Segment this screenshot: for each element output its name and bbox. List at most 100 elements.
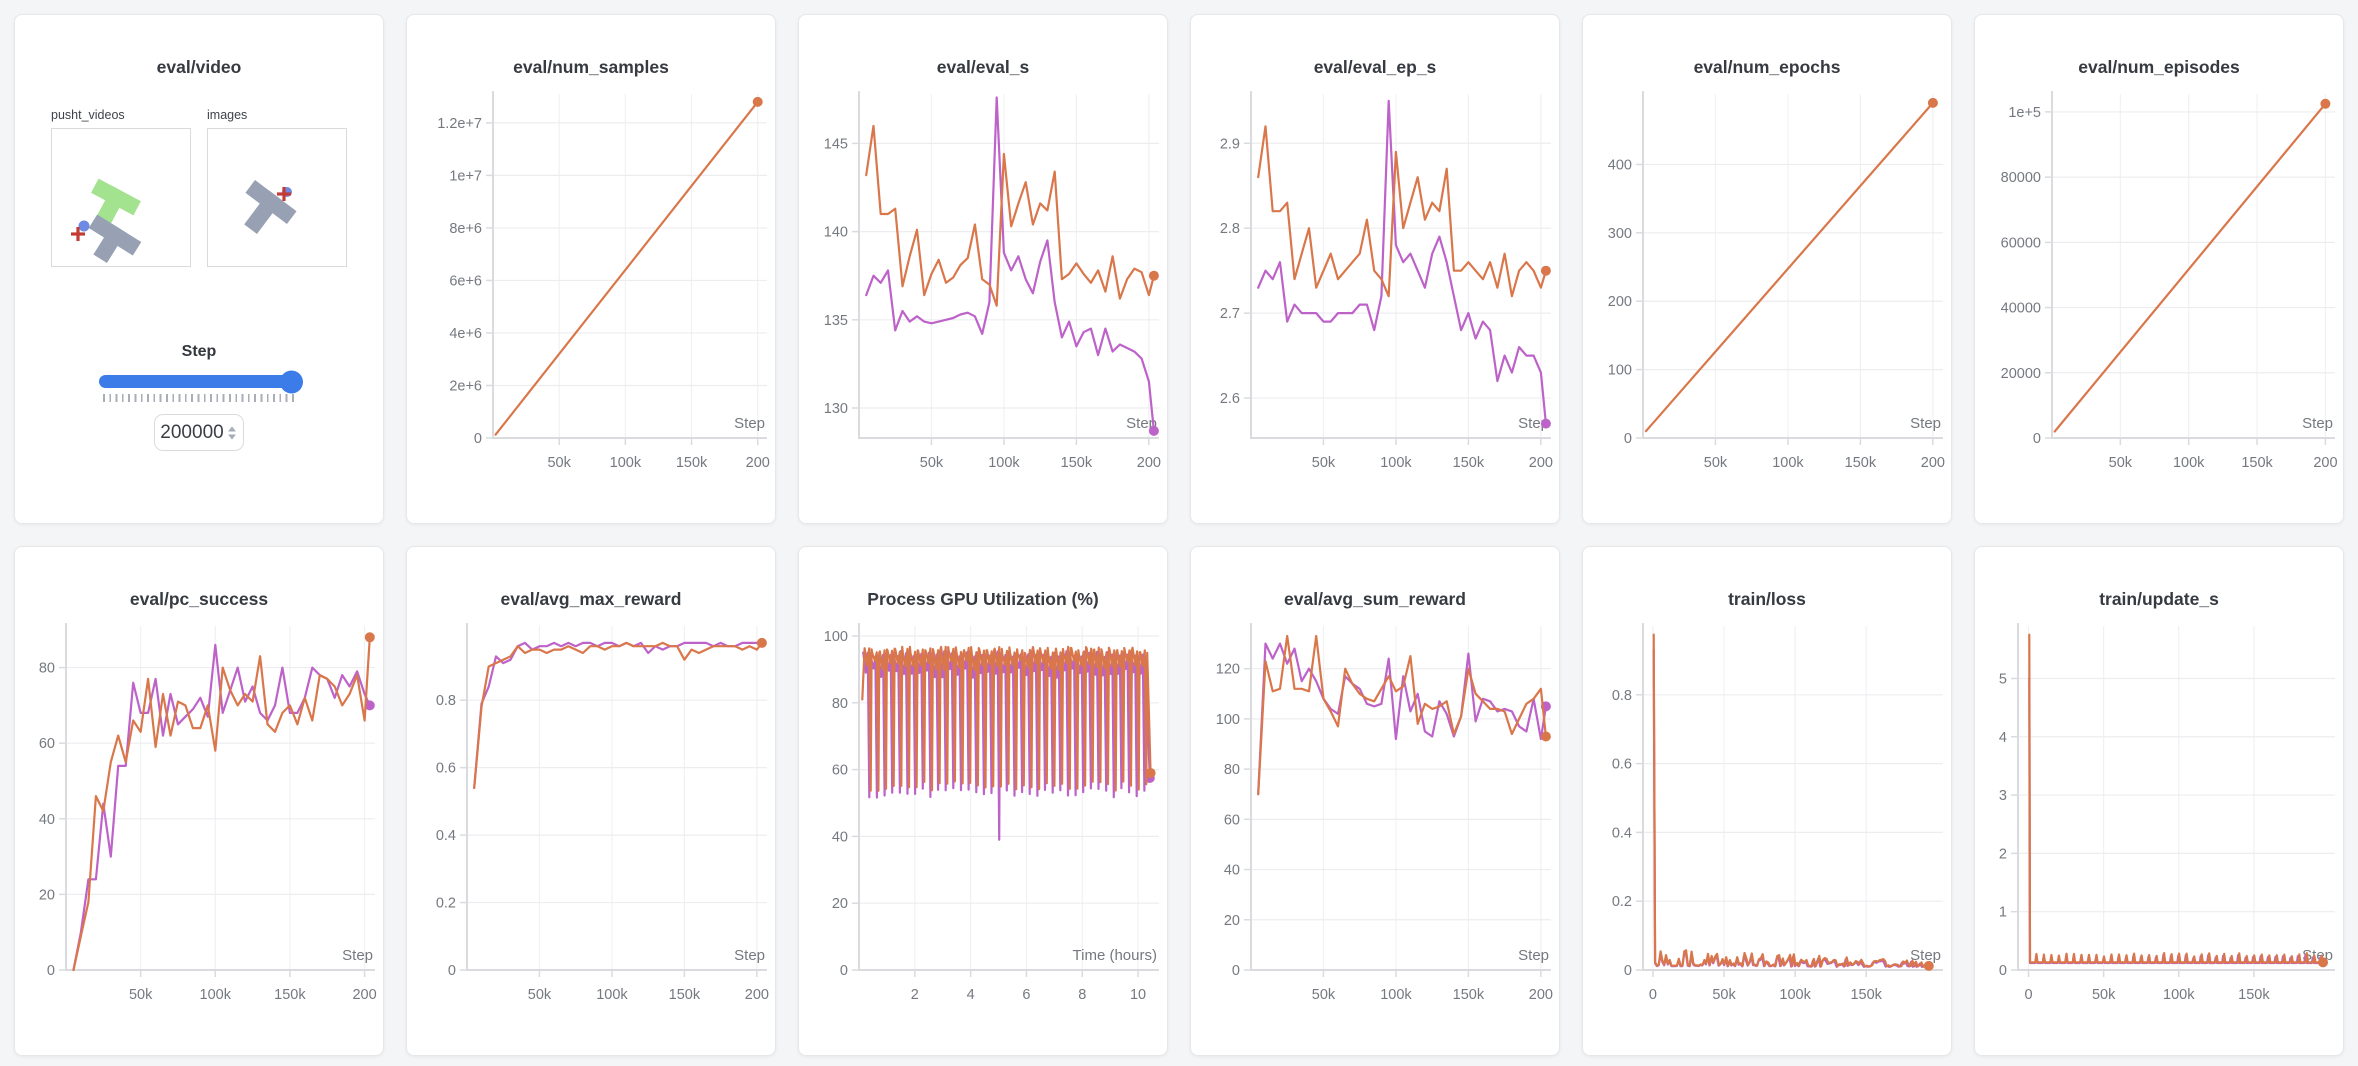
panel-eval-avg-sum-reward: eval/avg_sum_reward 0 20 40 60 80 100 120 50k 10… bbox=[1190, 546, 1560, 1056]
svg-text:4: 4 bbox=[1999, 730, 2007, 746]
spinner-up-icon[interactable] bbox=[228, 426, 236, 431]
svg-text:150k: 150k bbox=[2238, 987, 2270, 1003]
panel-title: train/update_s bbox=[2099, 589, 2219, 609]
svg-text:0.2: 0.2 bbox=[436, 896, 456, 912]
svg-text:100k: 100k bbox=[610, 455, 642, 471]
svg-text:200: 200 bbox=[1608, 294, 1632, 310]
eval-pc-success-chart[interactable]: 0 20 40 60 80 50k 100k 150k 200 Step bbox=[15, 616, 383, 1040]
svg-text:50k: 50k bbox=[2092, 987, 2116, 1003]
panel-title: train/loss bbox=[1728, 589, 1806, 609]
svg-text:1e+7: 1e+7 bbox=[449, 168, 482, 184]
eval-eval-s-chart[interactable]: 130 135 140 145 50k 100k 150k 200 Step bbox=[799, 84, 1167, 508]
svg-text:100: 100 bbox=[1608, 363, 1632, 379]
svg-text:200: 200 bbox=[2313, 455, 2337, 471]
panel-title: eval/num_epochs bbox=[1693, 57, 1841, 77]
pusht-video-thumbnail[interactable] bbox=[51, 128, 191, 267]
svg-text:20: 20 bbox=[832, 896, 848, 912]
pusht-target-cross bbox=[71, 227, 85, 241]
eval-num-episodes-chart[interactable]: 0 20000 40000 60000 80000 1e+5 50k 100k 150k 200 S… bbox=[1975, 84, 2343, 508]
svg-text:50k: 50k bbox=[129, 987, 153, 1003]
images-label: images bbox=[207, 108, 248, 122]
svg-text:50k: 50k bbox=[1312, 455, 1336, 471]
panel-eval-video: eval/video pusht_videos bbox=[14, 14, 384, 524]
svg-text:0: 0 bbox=[47, 963, 55, 979]
train-loss-chart[interactable]: 0 0.2 0.4 0.6 0.8 0 50k 100k 150k Step bbox=[1583, 616, 1951, 1040]
svg-text:150k: 150k bbox=[1850, 987, 1882, 1003]
svg-text:150k: 150k bbox=[676, 455, 708, 471]
svg-text:200: 200 bbox=[1137, 455, 1161, 471]
panel-eval-num-episodes: eval/num_episodes 0 20000 40000 60000 80000 1… bbox=[1974, 14, 2344, 524]
svg-text:0: 0 bbox=[2024, 987, 2032, 1003]
process-gpu-utilization-chart[interactable]: 0 20 40 60 80 100 2 4 6 8 10 Time (hours) bbox=[799, 616, 1167, 1040]
eval-avg-sum-reward-chart[interactable]: 0 20 40 60 80 100 120 50k 100k 150k 200 Step bbox=[1191, 616, 1559, 1040]
svg-text:Step: Step bbox=[342, 947, 373, 964]
svg-text:0: 0 bbox=[2033, 431, 2041, 447]
svg-text:10: 10 bbox=[1130, 987, 1146, 1003]
svg-text:100: 100 bbox=[824, 629, 848, 645]
svg-text:Step: Step bbox=[1126, 415, 1157, 432]
step-slider-track[interactable] bbox=[99, 370, 303, 393]
svg-text:0: 0 bbox=[474, 431, 482, 447]
svg-text:5: 5 bbox=[1999, 671, 2007, 687]
svg-text:Step: Step bbox=[1910, 415, 1941, 432]
eval-eval-ep-s-chart[interactable]: 2.6 2.7 2.8 2.9 50k 100k 150k 200 Step bbox=[1191, 84, 1559, 508]
svg-text:Step: Step bbox=[1910, 947, 1941, 964]
step-slider-handle[interactable] bbox=[280, 370, 303, 393]
svg-text:40: 40 bbox=[39, 812, 55, 828]
images-thumbnail[interactable] bbox=[207, 128, 347, 267]
spinner-down-icon[interactable] bbox=[228, 434, 236, 439]
svg-text:8e+6: 8e+6 bbox=[449, 221, 482, 237]
svg-text:40: 40 bbox=[1224, 863, 1240, 879]
svg-text:1e+5: 1e+5 bbox=[2008, 105, 2041, 121]
svg-text:120: 120 bbox=[1216, 662, 1240, 678]
svg-text:200: 200 bbox=[745, 987, 769, 1003]
panel-train-loss: train/loss 0 0.2 0.4 0.6 0.8 0 50k 100k 150k Step bbox=[1582, 546, 1952, 1056]
svg-text:100k: 100k bbox=[596, 987, 628, 1003]
svg-text:0.8: 0.8 bbox=[1612, 688, 1632, 704]
step-slider-label: Step bbox=[181, 343, 217, 360]
svg-text:2e+6: 2e+6 bbox=[449, 378, 482, 394]
svg-text:150k: 150k bbox=[1453, 987, 1485, 1003]
step-value-input[interactable] bbox=[154, 414, 244, 451]
svg-text:2.9: 2.9 bbox=[1220, 136, 1240, 152]
svg-text:80: 80 bbox=[39, 661, 55, 677]
svg-text:1.2e+7: 1.2e+7 bbox=[437, 116, 482, 132]
eval-avg-max-reward-chart[interactable]: 0 0.2 0.4 0.6 0.8 50k 100k 150k 200 Step bbox=[407, 616, 775, 1040]
svg-text:0: 0 bbox=[1649, 987, 1657, 1003]
svg-text:60: 60 bbox=[1224, 812, 1240, 828]
panel-eval-eval-ep-s: eval/eval_ep_s 2.6 2.7 2.8 2.9 50k 100k 150k 20… bbox=[1190, 14, 1560, 524]
svg-text:Step: Step bbox=[1518, 947, 1549, 964]
svg-text:100: 100 bbox=[1216, 712, 1240, 728]
step-input-spinner[interactable] bbox=[228, 426, 236, 439]
panel-eval-eval-s: eval/eval_s 130 135 140 145 50k 100k 150k 200 St… bbox=[798, 14, 1168, 524]
svg-text:50k: 50k bbox=[1704, 455, 1728, 471]
svg-text:0: 0 bbox=[448, 963, 456, 979]
svg-text:200: 200 bbox=[1529, 455, 1553, 471]
svg-text:4: 4 bbox=[967, 987, 975, 1003]
panel-title: eval/num_episodes bbox=[2078, 57, 2240, 77]
svg-text:100k: 100k bbox=[2173, 455, 2205, 471]
panel-title: eval/avg_max_reward bbox=[500, 589, 682, 609]
pusht-videos-block: pusht_videos bbox=[51, 108, 191, 267]
pusht-state-image bbox=[244, 179, 297, 234]
svg-text:100k: 100k bbox=[988, 455, 1020, 471]
step-slider-ruler-ticks bbox=[103, 394, 295, 402]
svg-text:200: 200 bbox=[1529, 987, 1553, 1003]
svg-text:100k: 100k bbox=[1779, 987, 1811, 1003]
svg-text:0.4: 0.4 bbox=[436, 828, 456, 844]
eval-num-samples-chart[interactable]: 0 2e+6 4e+6 6e+6 8e+6 1e+7 1.2e+7 50k 100k 150k 20… bbox=[407, 84, 775, 508]
svg-text:50k: 50k bbox=[1312, 987, 1336, 1003]
svg-text:0: 0 bbox=[1624, 963, 1632, 979]
panel-process-gpu-utilization: Process GPU Utilization (%) 0 20 40 60 80 100… bbox=[798, 546, 1168, 1056]
svg-text:1: 1 bbox=[1999, 905, 2007, 921]
svg-text:150k: 150k bbox=[1845, 455, 1877, 471]
svg-text:145: 145 bbox=[824, 136, 848, 152]
pusht-scene-image bbox=[71, 178, 142, 263]
svg-text:Step: Step bbox=[2302, 415, 2333, 432]
svg-text:100k: 100k bbox=[200, 987, 232, 1003]
step-slider bbox=[99, 370, 303, 402]
panel-title: eval/eval_s bbox=[936, 57, 1030, 77]
svg-text:150k: 150k bbox=[669, 987, 701, 1003]
eval-num-epochs-chart[interactable]: 0 100 200 300 400 50k 100k 150k 200 Step bbox=[1583, 84, 1951, 508]
